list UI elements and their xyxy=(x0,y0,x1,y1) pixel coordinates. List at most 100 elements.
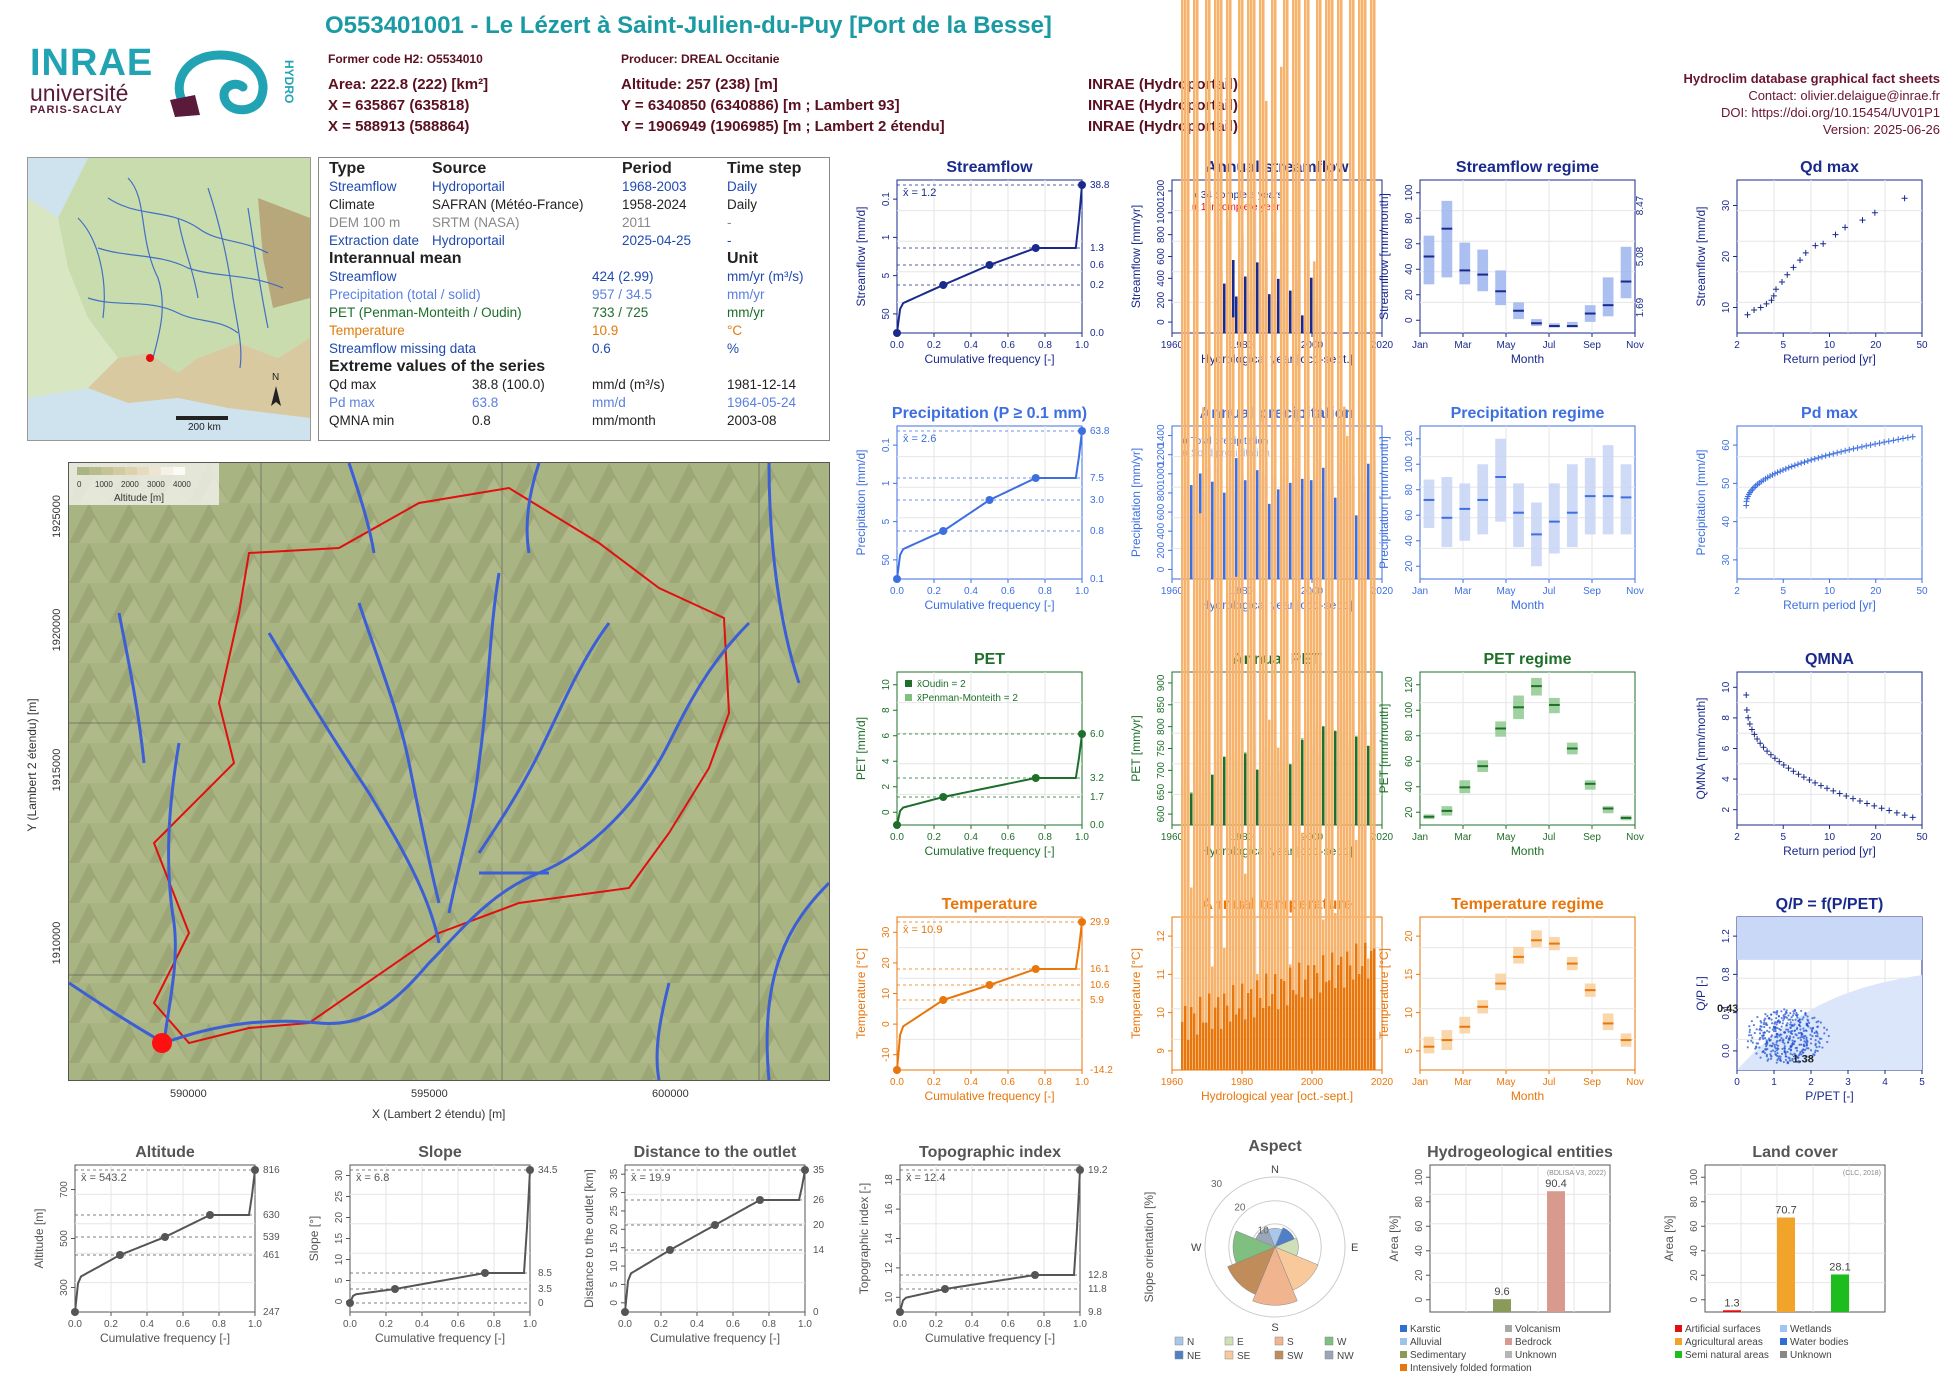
quantile-point xyxy=(893,575,901,583)
scatter-point xyxy=(1804,1054,1807,1058)
x-tick-label: 0.0 xyxy=(893,1319,907,1330)
quantile-point xyxy=(346,1299,354,1307)
legend-label: ■ Total precipitation xyxy=(1182,436,1268,447)
scatter-point xyxy=(1850,795,1857,802)
x-tick-label: 2020 xyxy=(1371,1077,1394,1088)
plot-frame xyxy=(349,1164,531,1313)
bar xyxy=(1313,964,1316,1070)
scatter-point xyxy=(1787,1014,1790,1017)
y-tick-label: 30 xyxy=(881,926,892,938)
y-tick-label: 20 xyxy=(1404,806,1415,818)
x-tick-label: Sep xyxy=(1583,586,1601,597)
scatter-point xyxy=(1771,1028,1774,1031)
x-tick-label: 0.0 xyxy=(618,1319,632,1330)
y-tick-label: 100 xyxy=(1414,1168,1425,1185)
x-axis-label: Cumulative frequency [-] xyxy=(924,1089,1054,1103)
scatter-point xyxy=(1790,1016,1793,1019)
y-tick-label: 700 xyxy=(59,1181,70,1198)
scatter-point xyxy=(1800,1009,1803,1013)
scatter-point xyxy=(1814,1034,1818,1038)
bar xyxy=(1235,1014,1238,1070)
x-tick-label: Jul xyxy=(1543,586,1556,597)
x-tick-label: Jul xyxy=(1543,340,1556,351)
scatter-point xyxy=(1759,1025,1762,1028)
quantile-point xyxy=(711,1221,719,1229)
bar-light xyxy=(1295,0,1298,995)
bar-light xyxy=(1244,751,1247,754)
bar xyxy=(1268,1005,1271,1070)
source-2: INRAE (Hydroportail) xyxy=(1088,97,1238,114)
y-tick-label: 0.8 xyxy=(1721,967,1732,981)
bar xyxy=(1223,993,1226,1070)
bar xyxy=(1277,278,1280,333)
scatter-point xyxy=(1858,443,1865,450)
scatter-point xyxy=(1808,456,1815,463)
info-line-1: Hydroclim database graphical fact sheets xyxy=(1683,71,1940,86)
x-tick-label: May xyxy=(1497,586,1516,597)
bar xyxy=(1289,290,1292,333)
bar-light xyxy=(1202,407,1205,1023)
scatter-point xyxy=(1751,307,1758,314)
bar-light xyxy=(1196,0,1199,1035)
y-tick-label: 6 xyxy=(881,733,892,739)
y-label: Y (Lambert 2 étendu) [m] xyxy=(25,698,39,831)
x-tick-label: Jan xyxy=(1412,832,1428,843)
scatter-point xyxy=(1755,1042,1758,1045)
scatter-point xyxy=(1785,1009,1788,1012)
bar xyxy=(1190,1007,1193,1070)
scatter-point xyxy=(1823,1026,1826,1029)
bar xyxy=(1289,967,1292,1070)
scatter-point xyxy=(1777,1015,1780,1018)
bigmap-axes: 590000 595000 600000 605000 X (Lambert 2… xyxy=(25,495,689,1121)
x-tick-label: 0.6 xyxy=(726,1319,740,1330)
bar xyxy=(1289,764,1292,825)
quantile-point xyxy=(801,1166,809,1174)
regime-box xyxy=(1495,270,1506,306)
scatter-point xyxy=(1797,1019,1800,1023)
x-tick-label: 0.4 xyxy=(964,586,978,597)
right-tick-label: 38.8 xyxy=(1090,180,1110,191)
bar xyxy=(1295,994,1298,1070)
bar xyxy=(1310,277,1313,333)
y-axis-label: Precipitation [mm/month] xyxy=(1377,436,1391,569)
aspect-sector xyxy=(1252,1246,1298,1306)
y-tick-label: 120 xyxy=(1404,430,1415,447)
x-tick-label: 0.2 xyxy=(929,1319,943,1330)
scatter-point xyxy=(1770,1018,1773,1021)
y-tick-label: 30 xyxy=(1721,554,1732,566)
x-axis-label: Return period [yr] xyxy=(1783,598,1876,612)
bar xyxy=(1310,480,1313,579)
x-tick-label: 0.6 xyxy=(451,1319,465,1330)
legend-swatch xyxy=(1675,1338,1682,1345)
scatter-point xyxy=(1791,1039,1794,1042)
x-tick-label: 10 xyxy=(1824,832,1836,843)
scatter-point xyxy=(1817,1040,1820,1043)
quantile-point xyxy=(939,996,948,1004)
legend-swatch xyxy=(1675,1351,1682,1358)
y-tick-label: 20 xyxy=(334,1212,345,1224)
scatter-point xyxy=(1785,1036,1788,1040)
x-axis-label: Month xyxy=(1511,352,1544,366)
bar xyxy=(1493,1299,1511,1312)
y-tick-label: 15 xyxy=(1404,968,1415,980)
data-label: 70.7 xyxy=(1775,1205,1796,1217)
bar-light xyxy=(1373,0,1376,949)
scatter-point xyxy=(1804,1048,1807,1052)
mean-temp: Temperature 10.9 °C xyxy=(329,323,743,338)
y-axis-label: PET [mm/d] xyxy=(854,717,868,780)
regime-box xyxy=(1620,246,1632,299)
regime-box xyxy=(1566,321,1578,328)
x-tick-label: 0.4 xyxy=(964,832,978,843)
ring xyxy=(1204,1176,1346,1318)
x-axis-label: Cumulative frequency [-] xyxy=(100,1331,230,1345)
scatter-point xyxy=(1776,1036,1779,1039)
y-tick-label: 700 xyxy=(1156,762,1167,779)
x-tick-label: Mar xyxy=(1454,832,1472,843)
y-tick-label: 1000 xyxy=(1156,201,1167,224)
scatter-point xyxy=(1770,1050,1773,1053)
scatter-point xyxy=(1818,1045,1821,1048)
info-table: Type Source Period Time step Streamflow Hydr… xyxy=(318,157,830,441)
scatter-point xyxy=(1774,1053,1777,1056)
right-tick-label: 8.5 xyxy=(538,1268,552,1279)
plot-frame xyxy=(896,916,1083,1071)
